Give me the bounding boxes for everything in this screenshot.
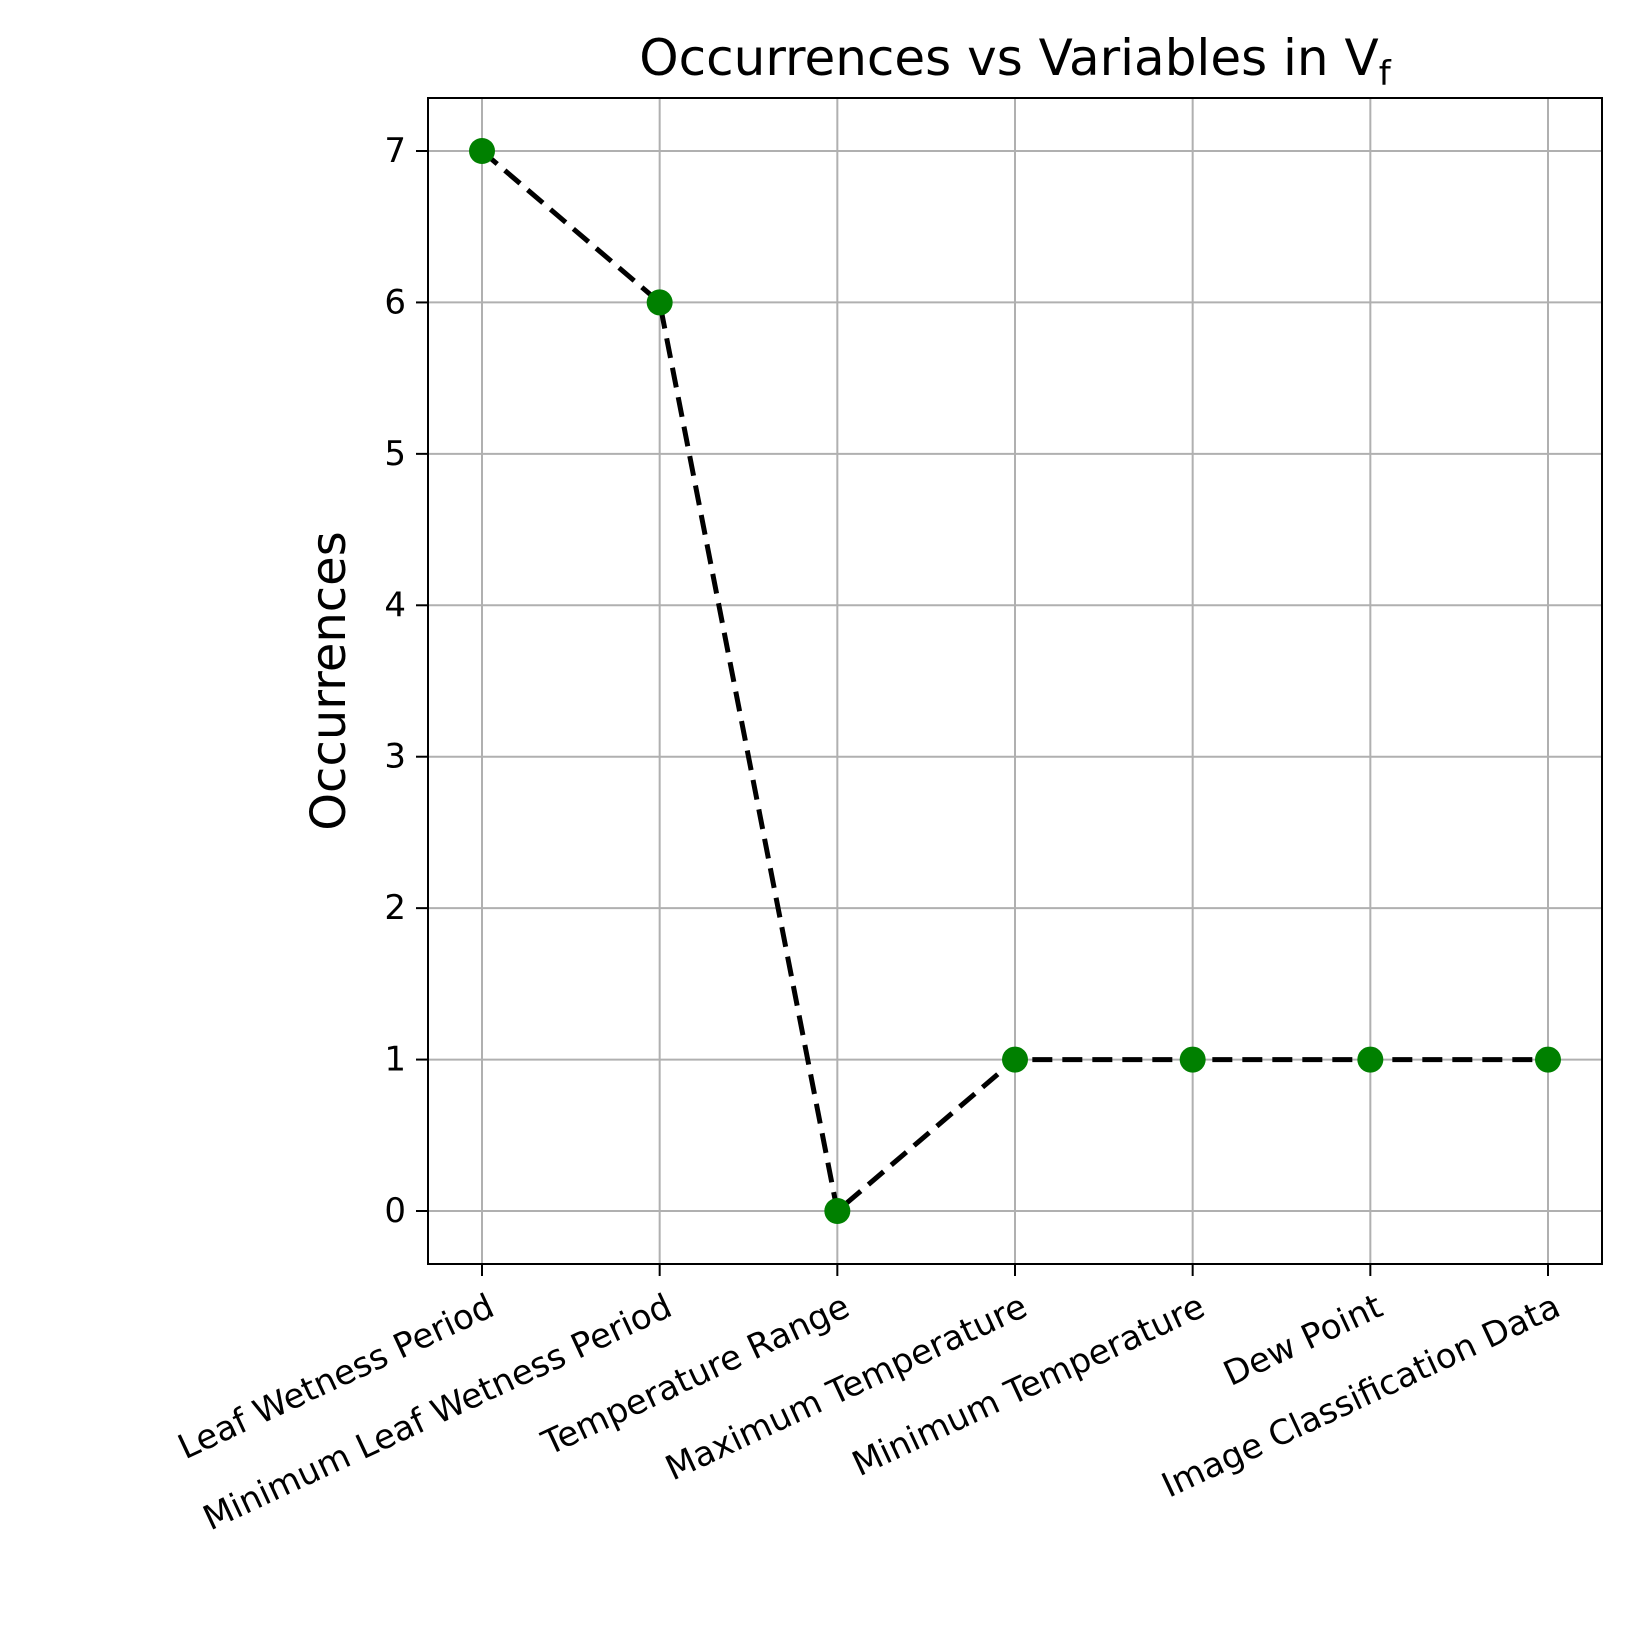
y-axis-label: Occurrences bbox=[301, 531, 357, 830]
data-point bbox=[1535, 1046, 1561, 1073]
series bbox=[469, 138, 1561, 1224]
data-point bbox=[824, 1198, 851, 1224]
y-tick-label: 3 bbox=[384, 737, 406, 777]
ticks bbox=[416, 150, 1549, 1276]
y-tick-label: 1 bbox=[384, 1040, 406, 1080]
y-tick-label: 4 bbox=[384, 585, 406, 625]
chart-title-subscript: f bbox=[1379, 54, 1392, 94]
y-tick-label: 2 bbox=[384, 888, 406, 928]
data-point bbox=[1179, 1046, 1206, 1073]
chart-title: Occurrences vs Variables in Vf bbox=[639, 29, 1391, 94]
y-tick-label: 7 bbox=[384, 131, 406, 171]
data-point bbox=[469, 138, 495, 164]
data-point bbox=[1357, 1046, 1384, 1073]
data-point bbox=[646, 289, 673, 316]
grid bbox=[428, 98, 1602, 1264]
y-tick-label: 5 bbox=[384, 434, 406, 474]
axes-frame bbox=[427, 97, 1603, 1265]
chart-title-main: Occurrences vs Variables in V bbox=[639, 29, 1378, 87]
y-tick-label: 6 bbox=[384, 282, 406, 322]
y-tick-label: 0 bbox=[384, 1191, 406, 1231]
data-point bbox=[1002, 1046, 1028, 1073]
